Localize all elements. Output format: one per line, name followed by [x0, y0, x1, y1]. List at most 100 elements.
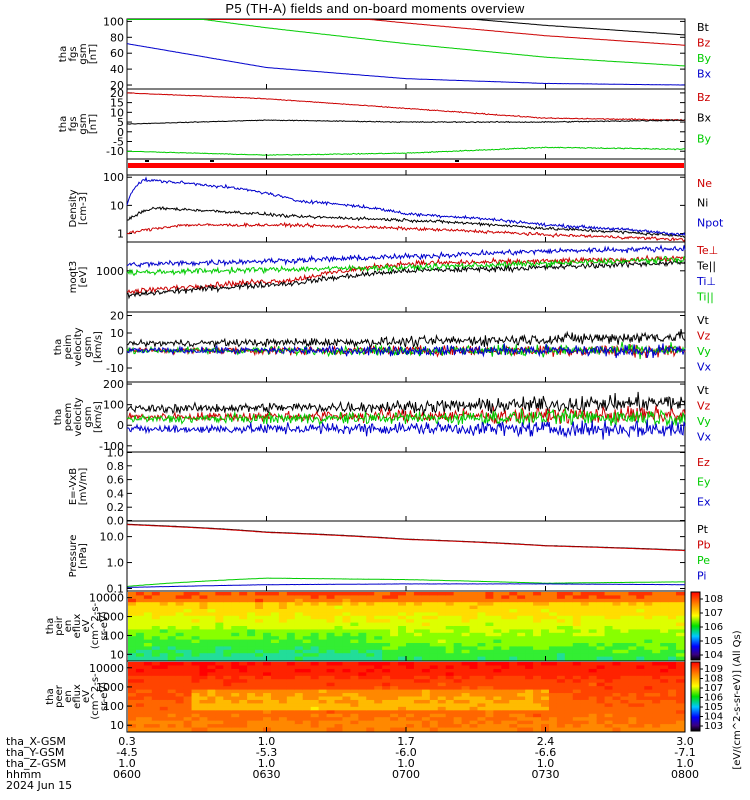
- spectrogram-cell: [278, 639, 288, 644]
- spectrogram-cell: [390, 636, 399, 641]
- spectrogram-cell: [445, 632, 455, 637]
- spectrogram-cell: [493, 682, 502, 687]
- spectrogram-cell: [533, 693, 542, 698]
- spectrogram-cell: [183, 675, 193, 680]
- spectrogram-cell: [485, 636, 494, 641]
- spectrogram-cell: [668, 612, 677, 617]
- spectrogram-cell: [501, 598, 510, 603]
- spectrogram-cell: [175, 693, 185, 698]
- spectrogram-cell: [334, 675, 344, 680]
- spectrogram-cell: [660, 653, 669, 658]
- spectrogram-cell: [143, 615, 153, 620]
- y-axis-label: [eV]: [78, 267, 89, 288]
- spectrogram-cell: [374, 706, 383, 711]
- spectrogram-cell: [564, 686, 574, 691]
- spectrogram-cell: [406, 622, 415, 627]
- spectrogram-cell: [556, 632, 566, 637]
- spectrogram-cell: [620, 710, 629, 715]
- spectrogram-cell: [413, 639, 423, 644]
- spectrogram-cell: [128, 689, 137, 694]
- spectrogram-cell: [302, 710, 312, 715]
- spectrogram-cell: [660, 629, 669, 634]
- spectrogram-cell: [588, 605, 598, 610]
- spectrogram-cell: [612, 602, 622, 607]
- spectrogram-cell: [350, 675, 359, 680]
- spectrogram-cell: [358, 703, 367, 708]
- spectrogram-cell: [239, 717, 248, 722]
- spectrogram-cell: [326, 626, 336, 630]
- spectrogram-cell: [239, 602, 248, 607]
- spectrogram-cell: [215, 724, 224, 729]
- y-axis-label: peim: [63, 334, 74, 359]
- spectrogram-cell: [533, 598, 542, 603]
- spectrogram-cell: [668, 639, 677, 644]
- spectrogram-cell: [437, 626, 447, 630]
- spectrogram-cell: [421, 632, 431, 637]
- spectrogram-cell: [183, 602, 193, 607]
- spectrogram-cell: [660, 656, 669, 661]
- spectrogram-cell: [382, 703, 391, 708]
- y-axis-label: sr-eV): [99, 611, 110, 640]
- spectrogram-cell: [668, 622, 677, 627]
- spectrogram-cell: [310, 693, 320, 698]
- spectrogram-cell: [302, 686, 312, 691]
- spectrogram-cell: [564, 619, 574, 624]
- spectrogram-cell: [421, 679, 431, 684]
- spectrogram-cell: [310, 612, 320, 617]
- spectrogram-cell: [525, 686, 534, 691]
- spectrogram-cell: [668, 595, 677, 600]
- spectrogram-cell: [374, 668, 383, 673]
- spectrogram-cell: [517, 706, 526, 711]
- spectrogram-cell: [564, 592, 574, 596]
- spectrogram-cell: [453, 626, 463, 630]
- spectrogram-cell: [588, 717, 598, 722]
- spectrogram-cell: [215, 636, 224, 641]
- spectrogram-cell: [429, 609, 439, 613]
- spectrogram-cell: [644, 605, 653, 610]
- spectrogram-cell: [390, 710, 399, 715]
- spectrogram-cell: [628, 699, 637, 704]
- spectrogram-cell: [413, 662, 423, 667]
- y-tick-label: 15: [110, 97, 124, 110]
- spectrogram-cell: [572, 626, 582, 630]
- spectrogram-cell: [612, 696, 622, 701]
- spectrogram-cell: [668, 662, 677, 667]
- spectrogram-cell: [636, 592, 645, 596]
- spectrogram-cell: [223, 724, 232, 729]
- spectrogram-cell: [143, 724, 153, 729]
- spectrogram-cell: [366, 629, 375, 634]
- spectrogram-cell: [580, 686, 590, 691]
- y-axis-label: Density: [68, 189, 79, 227]
- spectrogram-cell: [453, 665, 463, 670]
- spectrogram-cell: [334, 598, 344, 603]
- spectrogram-cell: [263, 639, 272, 644]
- spectrogram-cell: [604, 665, 614, 670]
- spectrogram-cell: [628, 598, 637, 603]
- spectrogram-cell: [247, 619, 256, 624]
- spectrogram-cell: [525, 592, 534, 596]
- spectrogram-cell: [358, 713, 367, 718]
- spectrogram-cell: [183, 615, 193, 620]
- spectrogram-cell: [620, 675, 629, 680]
- spectrogram-cell: [270, 595, 280, 600]
- spectrogram-cell: [191, 686, 201, 691]
- spectrogram-cell: [533, 696, 542, 701]
- spectrogram-cell: [406, 693, 415, 698]
- spectrogram-cell: [318, 668, 328, 673]
- spectrogram-cell: [350, 646, 359, 651]
- spectrogram-cell: [239, 727, 248, 732]
- spectrogram-cell: [358, 686, 367, 691]
- spectrogram-cell: [604, 668, 614, 673]
- spectrogram-cell: [326, 682, 336, 687]
- spectrogram-cell: [223, 665, 232, 670]
- spectrogram-cell: [302, 639, 312, 644]
- spectrogram-cell: [509, 632, 518, 637]
- spectrogram-cell: [263, 689, 272, 694]
- spectrogram-cell: [247, 649, 256, 654]
- spectrogram-cell: [231, 646, 240, 651]
- spectrogram-cell: [326, 598, 336, 603]
- spectrogram-cell: [572, 646, 582, 651]
- spectrogram-cell: [636, 629, 645, 634]
- spectrogram-cell: [477, 609, 487, 613]
- spectrogram-cell: [509, 609, 518, 613]
